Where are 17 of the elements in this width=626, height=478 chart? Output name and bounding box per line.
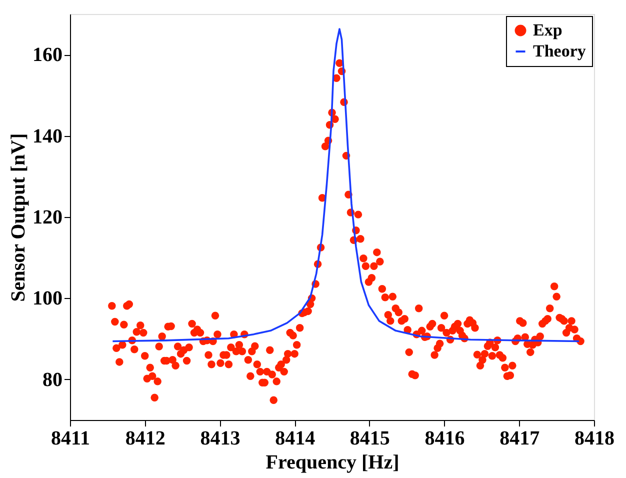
y-tick-label: 160 bbox=[32, 44, 62, 66]
x-tick-label: 8415 bbox=[350, 428, 390, 450]
legend-label: Theory bbox=[533, 42, 586, 60]
x-tick-label: 8416 bbox=[424, 428, 465, 450]
x-tick-label: 8414 bbox=[275, 428, 316, 450]
y-tick-label: 80 bbox=[42, 368, 62, 391]
x-tick-label: 8412 bbox=[125, 428, 166, 450]
x-tick-label: 8417 bbox=[500, 428, 540, 450]
x-axis-title: Frequency [Hz] bbox=[266, 452, 400, 474]
y-tick-label: 100 bbox=[32, 288, 62, 310]
legend-label: Exp bbox=[533, 20, 562, 40]
y-tick-label: 120 bbox=[32, 206, 62, 228]
x-tick-label: 8418 bbox=[574, 428, 614, 450]
y-tick-label: 140 bbox=[32, 125, 62, 148]
x-tick-label: 8411 bbox=[51, 428, 90, 450]
y-axis-title: Sensor Output [nV] bbox=[8, 133, 30, 302]
x-tick-label: 8413 bbox=[200, 428, 240, 450]
